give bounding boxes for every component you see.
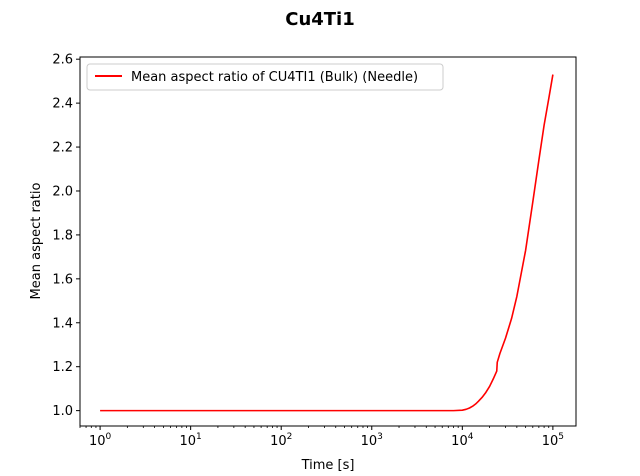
- x-tick-label: 101: [180, 432, 202, 449]
- legend-label: Mean aspect ratio of CU4TI1 (Bulk) (Need…: [131, 70, 418, 85]
- y-tick-label: 1.4: [52, 316, 73, 331]
- legend: Mean aspect ratio of CU4TI1 (Bulk) (Need…: [86, 63, 444, 91]
- y-tick-label: 1.0: [52, 404, 73, 419]
- x-axis-label: Time [s]: [301, 458, 355, 473]
- x-tick-label: 103: [361, 432, 383, 449]
- x-tick-label: 104: [451, 432, 474, 449]
- chart-title: Cu4Ti1: [285, 9, 355, 30]
- y-tick-label: 2.6: [52, 53, 73, 68]
- series-line: [100, 74, 554, 412]
- x-tick-label: 102: [270, 432, 292, 449]
- y-tick-label: 2.4: [52, 97, 73, 112]
- y-axis-label: Mean aspect ratio: [29, 183, 44, 300]
- x-tick-label: 100: [89, 432, 112, 449]
- x-tick-label: 105: [542, 432, 564, 449]
- x-axis-ticks: 100 101 102 103 104 105: [79, 426, 564, 449]
- y-axis-ticks: 1.0 1.2 1.4 1.6 1.8 2.0 2.2 2.4 2.6: [52, 53, 80, 419]
- y-tick-label: 1.2: [52, 360, 73, 375]
- plot-area: [79, 56, 577, 427]
- y-tick-label: 1.8: [52, 228, 73, 243]
- legend-box: [86, 63, 444, 91]
- y-tick-label: 1.6: [52, 272, 73, 287]
- y-tick-label: 2.0: [52, 184, 73, 199]
- y-tick-label: 2.2: [52, 141, 73, 156]
- series-layer: [100, 74, 554, 412]
